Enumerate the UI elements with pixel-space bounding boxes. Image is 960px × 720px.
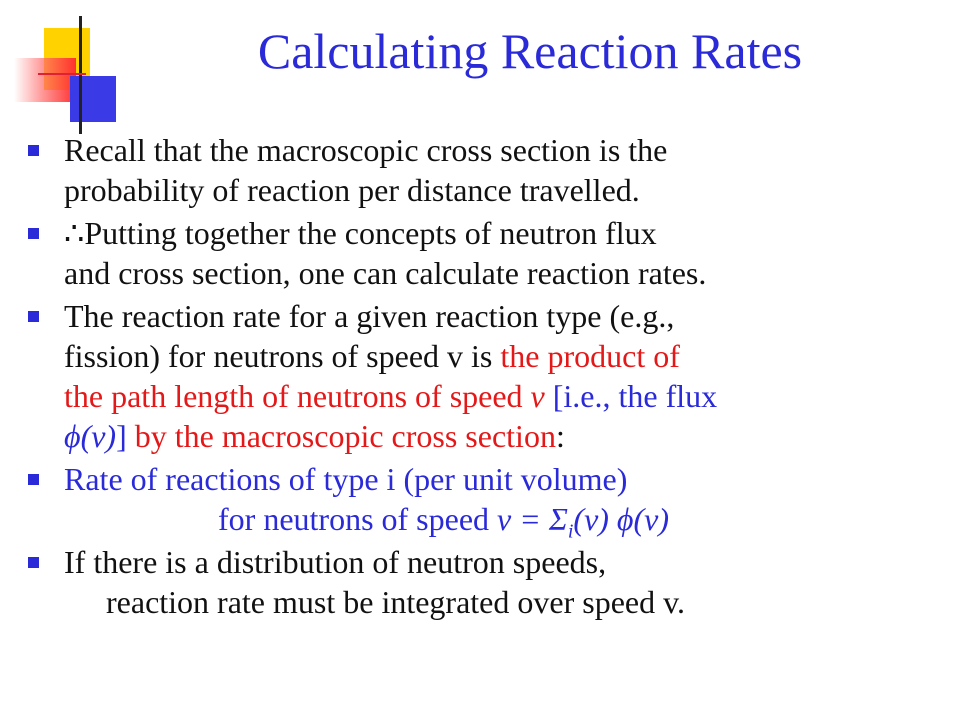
- bullet-item: If there is a distribution of neutron sp…: [28, 542, 948, 622]
- bullet-item: The reaction rate for a given reaction t…: [28, 296, 948, 456]
- horizontal-line: [38, 73, 86, 75]
- bullet-text: probability of reaction per distance tra…: [64, 172, 640, 208]
- blue-square: [70, 76, 116, 122]
- variable-v: v: [530, 378, 545, 414]
- equation-lhs: v = Σ: [497, 501, 568, 537]
- slide-title: Calculating Reaction Rates: [257, 23, 803, 79]
- vertical-line: [79, 16, 82, 134]
- bullet-text: The reaction rate for a given reaction t…: [64, 298, 675, 334]
- bullet-text-line: for neutrons of speed v = Σi(v) ϕ(v): [64, 499, 948, 543]
- square-bullet-icon: [28, 474, 39, 485]
- phi-symbol: ϕ: [64, 418, 81, 454]
- bullet-text: If there is a distribution of neutron sp…: [64, 544, 607, 580]
- square-bullet-icon: [28, 145, 39, 156]
- red-gradient-bar: [14, 58, 76, 102]
- flux-text: [i.e., the flux: [544, 378, 718, 414]
- highlight-text: the product of: [500, 338, 680, 374]
- plain-text: fission) for neutrons of speed v is: [64, 338, 501, 374]
- flux-argument: (v): [633, 501, 669, 537]
- phi-symbol: ϕ: [616, 501, 634, 537]
- bullet-text-line: the path length of neutrons of speed v […: [64, 376, 948, 416]
- highlight-text: the path length of neutrons of speed: [64, 378, 531, 414]
- bullet-item: Rate of reactions of type i (per unit vo…: [28, 459, 948, 543]
- subscript-i: i: [567, 520, 574, 543]
- square-bullet-icon: [28, 228, 39, 239]
- square-bullet-icon: [28, 557, 39, 568]
- bullet-text: and cross section, one can calculate rea…: [64, 255, 707, 291]
- bullet-text: Recall that the macroscopic cross sectio…: [64, 132, 668, 168]
- bullet-text: ∴Putting together the concepts of neutro…: [64, 215, 657, 251]
- bullet-item: Recall that the macroscopic cross sectio…: [28, 130, 948, 210]
- highlight-text: by the macroscopic cross section: [134, 418, 556, 454]
- bullet-text: reaction rate must be integrated over sp…: [106, 584, 686, 620]
- plain-text: for neutrons of speed: [218, 501, 498, 537]
- flux-text: ]: [116, 418, 135, 454]
- bullet-text-line: ϕ(v)] by the macroscopic cross section:: [64, 416, 948, 456]
- square-bullet-icon: [28, 311, 39, 322]
- cross-section-argument: (v): [573, 501, 609, 537]
- bullet-text-line: fission) for neutrons of speed v is the …: [64, 336, 948, 376]
- bullet-item: ∴Putting together the concepts of neutro…: [28, 213, 948, 293]
- bullet-list: Recall that the macroscopic cross sectio…: [28, 130, 948, 625]
- flux-argument: (v): [80, 418, 117, 454]
- bullet-text: Rate of reactions of type i (per unit vo…: [64, 461, 628, 497]
- plain-text: :: [555, 418, 565, 454]
